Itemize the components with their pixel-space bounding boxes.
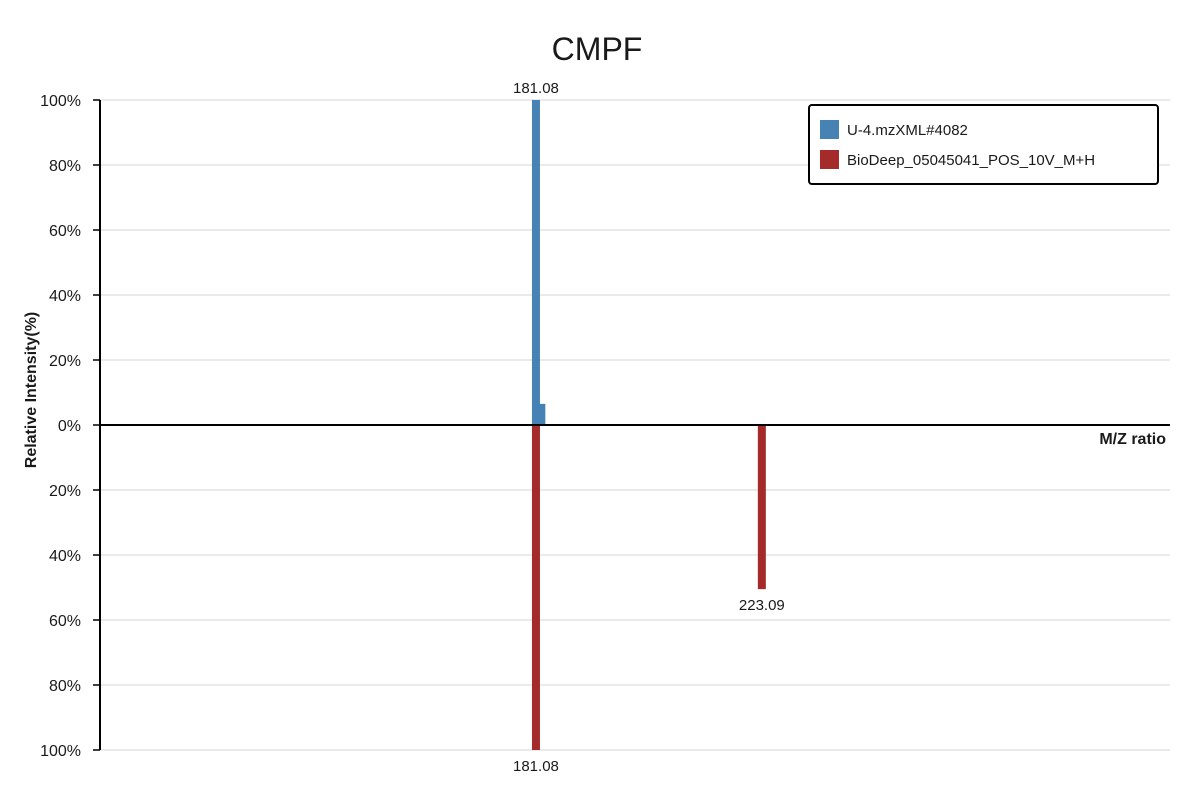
y-tick-label: 0% <box>58 418 81 435</box>
x-axis-title: M/Z ratio <box>1099 431 1166 448</box>
y-tick-label: 40% <box>49 288 81 305</box>
legend-items: U-4.mzXML#4082 BioDeep_05045041_POS_10V_M… <box>820 120 1095 169</box>
peak-bar <box>531 425 540 750</box>
chart-title: CMPF <box>552 31 643 67</box>
y-tick-label: 20% <box>49 353 81 370</box>
y-tick-label: 100% <box>40 93 81 110</box>
peak-label: 181.08 <box>513 758 559 775</box>
legend-box <box>808 104 1159 185</box>
peak-label: 181.08 <box>513 80 559 97</box>
legend-swatch <box>820 150 839 169</box>
legend: U-4.mzXML#4082 BioDeep_05045041_POS_10V_M… <box>808 104 1159 185</box>
legend-swatch <box>820 120 839 139</box>
bars-layer <box>531 100 766 750</box>
y-axis-title: Relative Intensity(%) <box>23 312 40 468</box>
y-tick-label: 80% <box>49 158 81 175</box>
legend-label: U-4.mzXML#4082 <box>847 122 968 139</box>
grid-layer <box>100 99 1170 751</box>
axes-layer <box>93 99 1170 751</box>
legend-label: BioDeep_05045041_POS_10V_M+H <box>847 152 1095 169</box>
y-tick-label: 80% <box>49 678 81 695</box>
peak-bar <box>537 403 546 425</box>
y-tick-label: 60% <box>49 223 81 240</box>
peak-bar <box>531 100 540 425</box>
y-tick-label: 100% <box>40 743 81 760</box>
y-tick-label: 60% <box>49 613 81 630</box>
y-tick-label: 40% <box>49 548 81 565</box>
peak-label: 223.09 <box>739 597 785 614</box>
y-tick-label: 20% <box>49 483 81 500</box>
peak-bar <box>757 425 766 590</box>
labels-layer: 100% 80% 60% 40% 20% 0% 20% 40% 60% 80% 100% 181.08… <box>40 80 785 775</box>
